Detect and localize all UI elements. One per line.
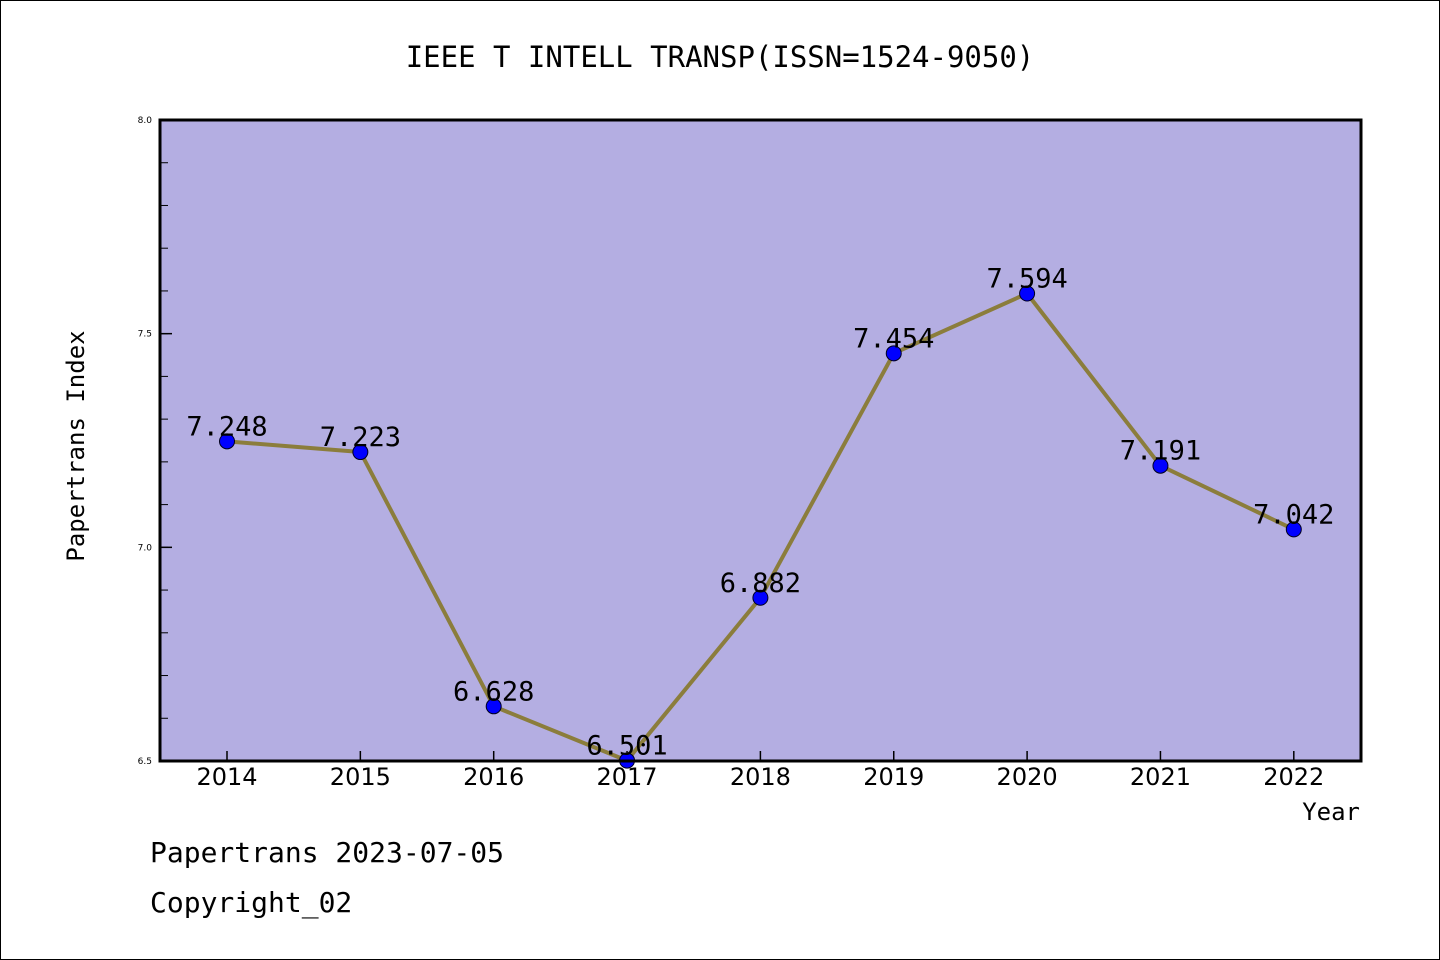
data-point	[1019, 285, 1036, 302]
data-point	[219, 433, 235, 450]
data-label: 6.628	[453, 676, 534, 707]
data-label: 7.454	[853, 323, 934, 354]
data-label: 7.248	[186, 411, 267, 442]
data-label: 6.882	[720, 568, 801, 599]
data-label: 7.223	[320, 422, 401, 453]
data-label: 7.191	[1120, 436, 1201, 467]
data-markers	[219, 285, 1302, 769]
plot-area	[160, 120, 1361, 761]
x-tick-label: 2018	[730, 763, 791, 791]
footer-copyright: Copyright_02	[150, 886, 353, 919]
data-labels: 7.248 7.223 6.628 6.501 6.882 7.454 7.594 7.191…	[186, 263, 1334, 761]
y-tick-label: 7.5	[138, 330, 152, 340]
data-point	[352, 444, 369, 461]
y-tick-label: 6.5	[138, 757, 152, 767]
plot-frame	[158, 118, 1363, 763]
x-tick-label: 2015	[330, 763, 391, 791]
y-tick-label: 8.0	[138, 116, 153, 126]
footer-date: Papertrans 2023-07-05	[150, 836, 505, 869]
data-point	[885, 345, 902, 362]
data-label: 7.042	[1253, 499, 1334, 530]
x-tick-label: 2022	[1263, 763, 1324, 791]
x-tick-label: 2020	[997, 763, 1058, 791]
chart-title: IEEE T INTELL TRANSP(ISSN=1524-9050)	[406, 40, 1035, 74]
data-label: 6.501	[586, 731, 667, 762]
data-label: 7.594	[986, 263, 1067, 294]
x-axis-ticks: 2014 2015 2016 2017 2018 2019 2020 2021 2022	[196, 751, 1324, 791]
x-axis-label: Year	[1302, 798, 1360, 826]
y-tick-label: 7.0	[138, 543, 153, 553]
x-tick-label: 2016	[463, 763, 524, 791]
data-point	[1285, 521, 1302, 538]
x-tick-label: 2014	[196, 763, 257, 791]
x-tick-label: 2021	[1130, 763, 1191, 791]
x-tick-label: 2019	[863, 763, 924, 791]
data-point	[752, 589, 769, 606]
y-axis-label: Papertrans Index	[62, 330, 90, 561]
data-point	[485, 698, 502, 715]
data-point	[1152, 457, 1169, 474]
